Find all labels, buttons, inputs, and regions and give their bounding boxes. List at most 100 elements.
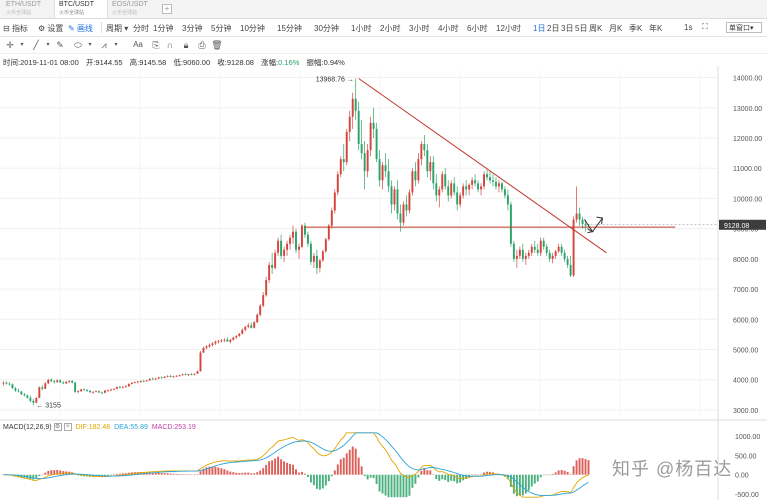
period-option[interactable]: 3日 bbox=[561, 24, 574, 33]
period-option[interactable]: 5日 bbox=[575, 24, 588, 33]
period-option[interactable]: 6小时 bbox=[467, 24, 488, 33]
period-option[interactable]: 1日 bbox=[533, 24, 546, 33]
period-dropdown[interactable]: 周期 ▾ bbox=[106, 23, 128, 34]
candle-body bbox=[124, 386, 127, 388]
macd-bar bbox=[465, 474, 468, 480]
interval-code[interactable]: 1s bbox=[684, 23, 693, 32]
macd-bar bbox=[32, 474, 35, 480]
period-option[interactable]: 10分钟 bbox=[240, 24, 265, 33]
period-option[interactable]: 15分钟 bbox=[277, 24, 302, 33]
candle-body bbox=[83, 389, 86, 391]
period-option[interactable]: 周K bbox=[589, 24, 603, 33]
candle-body bbox=[104, 390, 106, 393]
candle-body bbox=[309, 243, 312, 262]
candle-body bbox=[23, 394, 26, 396]
candle-body bbox=[536, 249, 539, 253]
add-tab-button[interactable]: + bbox=[162, 4, 172, 14]
tab-btc-usdt[interactable]: BTC/USDT 火币全球站 bbox=[54, 0, 108, 18]
trash-icon[interactable]: 🗑︎ bbox=[211, 40, 223, 50]
macd-bar bbox=[387, 474, 390, 498]
candle-body bbox=[468, 184, 471, 190]
candle-body bbox=[557, 246, 560, 252]
wave-pattern-icon[interactable]: ⩘ bbox=[101, 40, 107, 50]
period-option[interactable]: 2小时 bbox=[380, 24, 401, 33]
tab-eos-usdt[interactable]: EOS/USDT 火币全球站 bbox=[108, 0, 162, 18]
macd-bar bbox=[139, 472, 142, 475]
macd-bar bbox=[289, 463, 292, 475]
crosshair-icon[interactable]: ✛ bbox=[6, 40, 14, 50]
draw-line-button[interactable]: ✎ 画线 bbox=[68, 23, 93, 34]
period-option[interactable]: 季K bbox=[629, 24, 643, 33]
ellipse-icon[interactable]: ⬭ bbox=[74, 40, 82, 50]
macd-bar bbox=[208, 466, 211, 475]
candle-body bbox=[127, 383, 130, 387]
candle-body bbox=[366, 150, 369, 172]
macd-bar bbox=[154, 472, 157, 475]
macd-bar bbox=[187, 474, 190, 475]
close-icon[interactable]: × bbox=[63, 423, 72, 431]
paint-brush-icon[interactable]: ⎘ bbox=[152, 40, 160, 50]
candle-body bbox=[333, 192, 336, 211]
candle-body bbox=[512, 243, 515, 259]
candle-body bbox=[280, 240, 283, 256]
period-option[interactable]: 1小时 bbox=[351, 24, 372, 33]
settings-box-icon[interactable]: ⚙ bbox=[53, 423, 62, 431]
candle-body bbox=[587, 224, 590, 226]
macd-bar bbox=[471, 474, 474, 476]
period-option[interactable]: 2日 bbox=[547, 24, 560, 33]
macd-dif-line bbox=[3, 432, 589, 498]
candle-body bbox=[324, 239, 327, 252]
macd-bar bbox=[429, 470, 432, 475]
macd-bar bbox=[202, 468, 205, 475]
settings-button[interactable]: ⚙ 设置 bbox=[38, 23, 63, 34]
y-tick-label: 13000.00 bbox=[733, 106, 762, 113]
period-option[interactable]: 年K bbox=[649, 24, 663, 33]
gear-icon: ⚙ bbox=[38, 24, 46, 33]
candle-body bbox=[432, 162, 435, 184]
candle-body bbox=[381, 165, 384, 181]
candle-body bbox=[572, 219, 575, 276]
candle-body bbox=[38, 387, 41, 398]
window-settings-icon[interactable]: ⛶ bbox=[702, 22, 708, 31]
bookmark-icon[interactable]: ⎙ bbox=[198, 40, 206, 50]
lock-icon[interactable]: 🔒︎ bbox=[183, 40, 189, 50]
macd-bar bbox=[548, 474, 551, 476]
period-option[interactable]: 3小时 bbox=[409, 24, 430, 33]
magnet-icon[interactable]: ∩ bbox=[166, 40, 174, 50]
chevron-down-icon[interactable]: ▾ bbox=[88, 42, 92, 48]
period-option[interactable]: 4小时 bbox=[438, 24, 459, 33]
macd-bar bbox=[462, 474, 465, 481]
period-option[interactable]: 1分钟 bbox=[153, 24, 174, 33]
candle-body bbox=[384, 165, 387, 172]
candle-body bbox=[253, 322, 256, 328]
macd-bar bbox=[265, 464, 268, 475]
period-option[interactable]: 5分钟 bbox=[211, 24, 232, 33]
macd-bar bbox=[196, 474, 199, 475]
period-option[interactable]: 月K bbox=[609, 24, 623, 33]
candle-body bbox=[199, 352, 202, 372]
period-option[interactable]: 30分钟 bbox=[314, 24, 339, 33]
macd-bar bbox=[38, 474, 41, 477]
trend-line-icon[interactable]: ╱ bbox=[33, 40, 39, 50]
macd-bar bbox=[453, 474, 456, 482]
price-chart[interactable]: 14000.00 13000.00 12000.00 11000.00 10000.00… bbox=[0, 66, 767, 500]
period-option[interactable]: 12小时 bbox=[496, 24, 521, 33]
period-option[interactable]: 分时 bbox=[133, 24, 149, 33]
window-mode-select[interactable]: 单窗口▾ bbox=[726, 22, 762, 33]
info-close: 收:9128.08 bbox=[217, 58, 254, 67]
chevron-down-icon[interactable]: ▾ bbox=[20, 42, 24, 48]
candle-body bbox=[423, 144, 426, 151]
candle-body bbox=[139, 380, 142, 382]
candle-body bbox=[8, 383, 11, 385]
chevron-down-icon[interactable]: ▾ bbox=[46, 42, 50, 48]
pencil-icon[interactable]: ✎ bbox=[56, 40, 64, 50]
trend-lines bbox=[304, 78, 676, 254]
candle-body bbox=[89, 390, 92, 393]
chevron-down-icon[interactable]: ▾ bbox=[114, 42, 118, 48]
period-option[interactable]: 3分钟 bbox=[182, 24, 203, 33]
indicator-button[interactable]: ⊟ 指标 bbox=[3, 23, 28, 34]
candle-body bbox=[74, 382, 77, 392]
tab-eth-usdt[interactable]: ETH/USDT 火币全球站 bbox=[2, 0, 54, 18]
toolbar-divider bbox=[101, 22, 102, 33]
text-tool-icon[interactable]: Aa bbox=[133, 40, 143, 49]
